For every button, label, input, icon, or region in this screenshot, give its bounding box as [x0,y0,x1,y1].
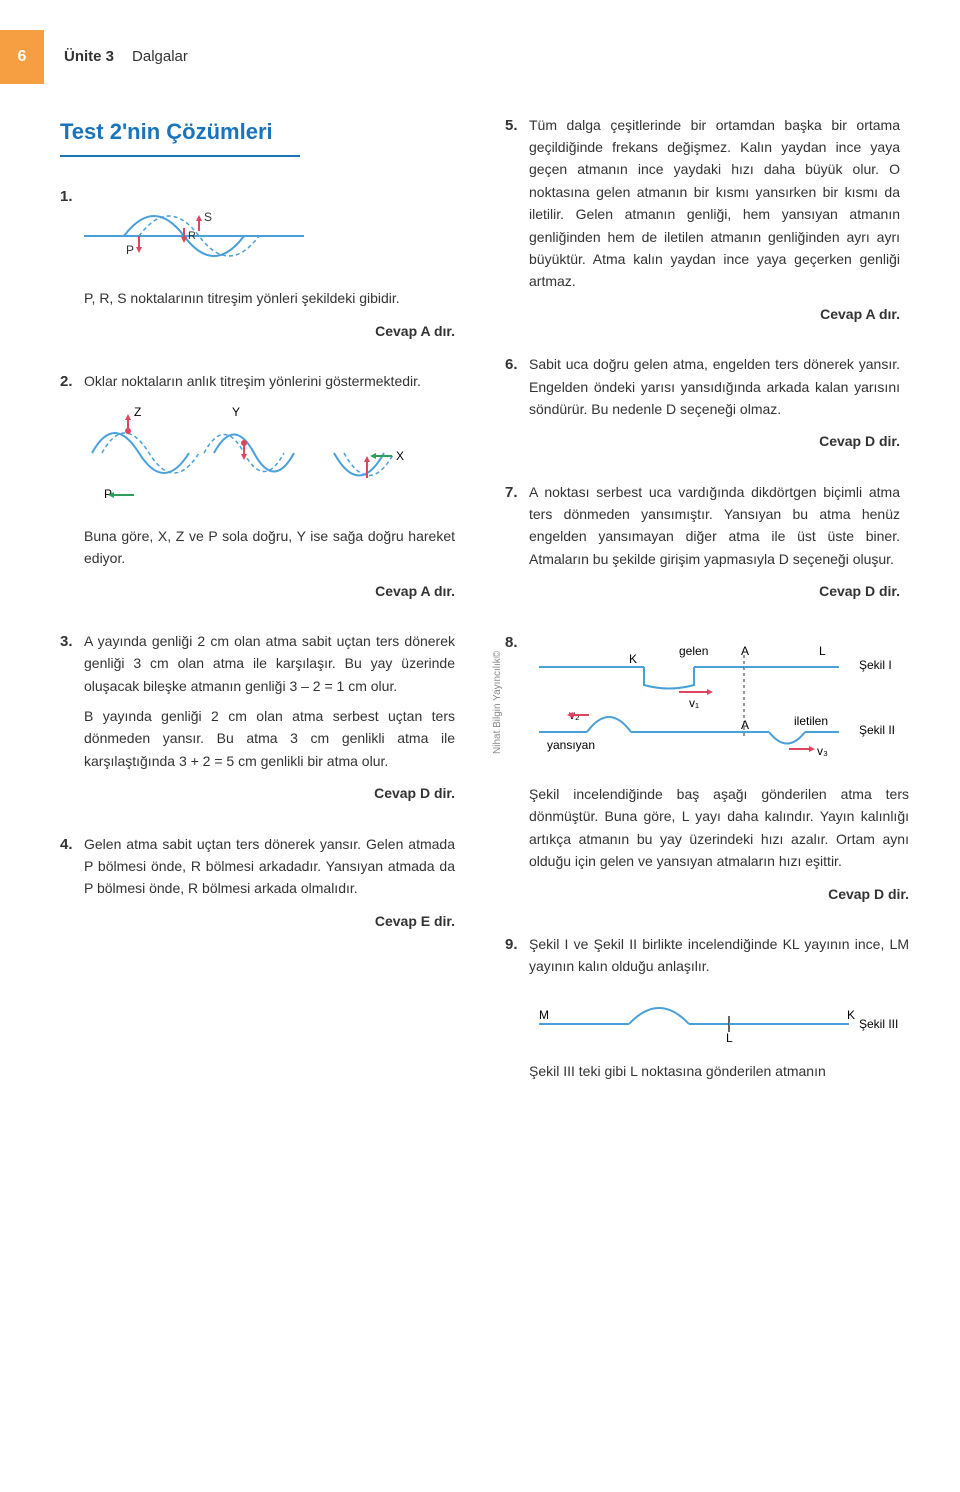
q2-diagram: Z P Y [84,398,455,514]
q2-label-Y: Y [232,405,240,419]
q3-number: 3. [60,630,84,654]
q8-label-gelen: gelen [679,644,708,658]
q3-p2: B yayında genliği 2 cm olan atma serbest… [84,705,455,772]
page-number-tab: 6 [0,30,44,84]
q9-p1: Şekil I ve Şekil II birlikte incelendiği… [529,933,909,978]
q5-number: 5. [505,114,529,138]
q5-p1: Tüm dalga çeşitlerinde bir ortamdan başk… [529,114,900,293]
q8-label-A1: A [741,644,749,658]
q2-conclusion: Buna göre, X, Z ve P sola doğru, Y ise s… [84,525,455,570]
title-underline [60,155,300,157]
q4-p1: Gelen atma sabit uçtan ters dönerek yans… [84,833,455,900]
q6-p1: Sabit uca doğru gelen atma, engelden ter… [529,353,900,420]
q6-answer: Cevap D dir. [529,430,900,452]
q8-label-K: K [629,652,637,666]
q8-diagram: gelen A L K Şekil I v₁ [529,637,909,773]
q4-number: 4. [60,833,84,857]
q8-label-iletilen: iletilen [794,714,828,728]
q1-diagram: P R S [84,191,455,277]
question-2: 2. Oklar noktaların anlık titreşim yönle… [60,370,455,602]
question-1: 1. P R [60,185,455,342]
q1-text: P, R, S noktalarının titreşim yönleri şe… [84,287,455,309]
q9-label-L: L [726,1031,733,1044]
publisher-watermark: Nihat Bilgin Yayıncılık© [490,650,506,753]
q3-p1: A yayında genliği 2 cm olan atma sabit u… [84,630,455,697]
unit-label: Ünite 3 [64,45,114,69]
q7-p1: A noktası serbest uca vardığında dikdört… [529,481,900,571]
question-4: 4. Gelen atma sabit uçtan ters dönerek y… [60,833,455,933]
q8-label-sekil1: Şekil I [859,658,892,672]
question-8: 8. gelen A L K Şekil I [505,631,900,905]
q9-p2: Şekil III teki gibi L noktasına gönderil… [529,1060,909,1082]
question-7: 7. A noktası serbest uca vardığında dikd… [505,481,900,603]
q1-answer: Cevap A dır. [84,320,455,342]
q9-label-sekil3: Şekil III [859,1017,898,1031]
q9-label-K: K [847,1008,855,1022]
question-9: 9. Şekil I ve Şekil II birlikte incelend… [505,933,900,1083]
q6-number: 6. [505,353,529,377]
q7-answer: Cevap D dir. [529,580,900,602]
test-title: Test 2'nin Çözümleri [60,114,455,149]
q2-label-Z: Z [134,405,141,419]
q8-label-sekil2: Şekil II [859,723,895,737]
q1-label-S: S [204,210,212,224]
page-header: 6 Ünite 3 Dalgalar [60,30,900,84]
q8-label-v3: v₃ [817,744,828,758]
q5-answer: Cevap A dır. [529,303,900,325]
q9-number: 9. [505,933,529,957]
q9-label-M: M [539,1008,549,1022]
q2-answer: Cevap A dır. [84,580,455,602]
q8-label-v1: v₁ [689,696,699,710]
q8-number: 8. [505,631,529,655]
q7-number: 7. [505,481,529,505]
q3-answer: Cevap D dir. [84,782,455,804]
q2-intro: Oklar noktaların anlık titreşim yönlerin… [84,370,455,392]
q8-label-yansiyan: yansıyan [547,738,595,752]
content-columns: Test 2'nin Çözümleri 1. P [60,114,900,1111]
question-5: 5. Tüm dalga çeşitlerinde bir ortamdan b… [505,114,900,326]
q1-number: 1. [60,185,84,209]
q1-label-P: P [126,243,134,257]
q1-label-R: R [188,230,196,242]
question-3: 3. A yayında genliği 2 cm olan atma sabi… [60,630,455,805]
q8-label-A2: A [741,718,749,732]
q9-diagram: M L K Şekil III [529,984,909,1050]
q8-label-L: L [819,644,826,658]
q2-label-X: X [396,449,404,463]
q8-p1: Şekil incelendiğinde baş aşağı gönderile… [529,783,909,873]
right-column: 5. Tüm dalga çeşitlerinde bir ortamdan b… [505,114,900,1111]
topic-label: Dalgalar [132,45,188,69]
question-6: 6. Sabit uca doğru gelen atma, engelden … [505,353,900,453]
left-column: Test 2'nin Çözümleri 1. P [60,114,455,1111]
q2-number: 2. [60,370,84,394]
q4-answer: Cevap E dir. [84,910,455,932]
q8-answer: Cevap D dir. [529,883,909,905]
